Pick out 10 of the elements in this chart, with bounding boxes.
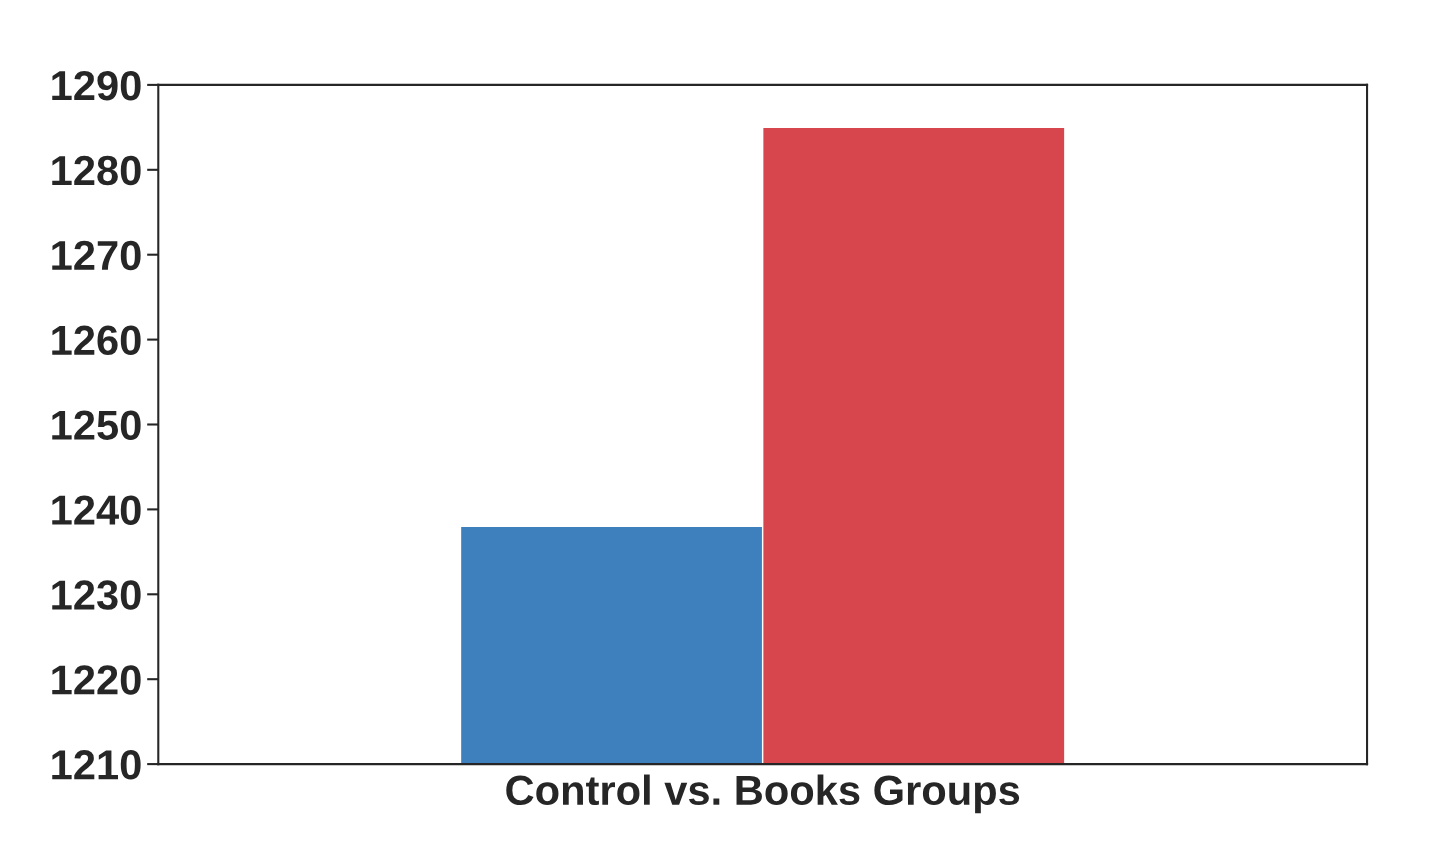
x-axis-title: Control vs. Books Groups	[506, 774, 1020, 814]
y-tick-label: 1260	[52, 325, 141, 356]
y-tick-label: 1240	[52, 495, 141, 525]
y-tick-label: 1290	[52, 70, 141, 101]
y-tick-label: 1220	[52, 665, 141, 695]
y-tick-label: 1250	[52, 410, 141, 441]
y-tick-label: 1210	[52, 750, 141, 780]
y-tick-label: 1280	[52, 155, 141, 186]
y-tick-label: 1270	[52, 240, 141, 271]
y-tick-label: 1230	[52, 580, 141, 610]
